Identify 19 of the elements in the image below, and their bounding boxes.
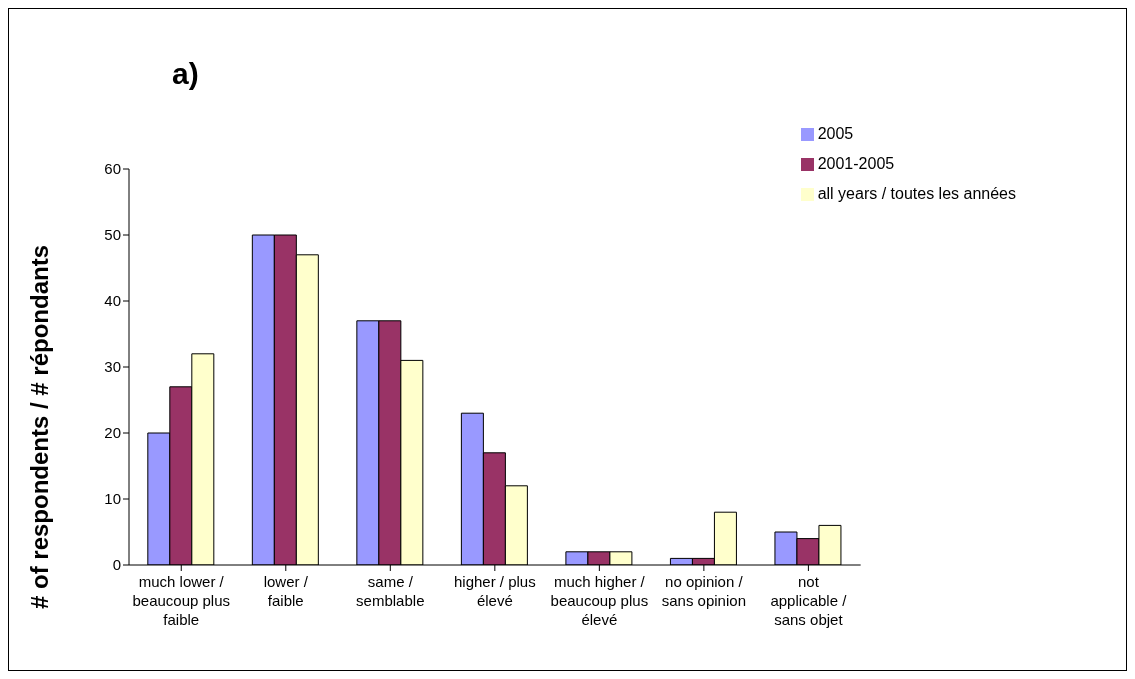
y-axis-title: # of respondents / # répondants	[25, 244, 53, 610]
legend-label: 2001-2005	[817, 155, 895, 172]
x-tick-label: not applicable / sans objet	[770, 573, 848, 628]
x-tick-label: much lower / beaucoup plus faible	[132, 573, 231, 628]
x-tick-label: higher / plus élevé	[453, 573, 536, 609]
chart-title: a)	[172, 57, 199, 91]
y-tick-label: 20	[104, 424, 121, 442]
x-tick-label: much higher / beaucoup plus élevé	[550, 573, 649, 628]
y-tick-label: 50	[104, 226, 121, 244]
y-tick-label: 30	[104, 358, 121, 376]
legend-label: all years / toutes les années	[817, 185, 1016, 202]
y-tick-label: 60	[104, 160, 121, 178]
y-tick-label: 10	[104, 490, 121, 508]
y-tick-label: 40	[104, 292, 121, 310]
x-tick-label: same / semblable	[356, 573, 425, 609]
x-tick-label: no opinion / sans opinion	[661, 573, 746, 609]
legend-label: 2005	[817, 125, 854, 142]
y-tick-label: 0	[112, 556, 121, 574]
x-tick-label: lower / faible	[263, 573, 309, 609]
